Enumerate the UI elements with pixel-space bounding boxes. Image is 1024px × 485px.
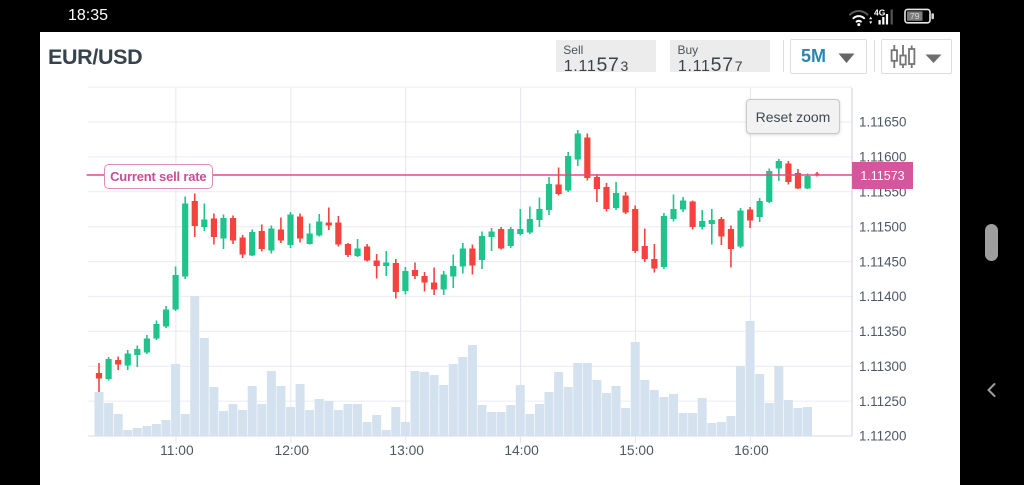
svg-text:16:00: 16:00 [734, 443, 769, 458]
svg-text:1.11400: 1.11400 [859, 289, 906, 304]
svg-text:1.11350: 1.11350 [859, 324, 906, 339]
svg-text:1.11250: 1.11250 [859, 394, 906, 409]
svg-text:14:00: 14:00 [504, 443, 539, 458]
svg-text:1.11450: 1.11450 [859, 254, 906, 269]
svg-text:4G: 4G [874, 8, 886, 18]
svg-text:15:00: 15:00 [619, 443, 654, 458]
svg-text:1.11650: 1.11650 [859, 115, 906, 130]
svg-text:12:00: 12:00 [275, 443, 310, 458]
svg-text:79: 79 [910, 11, 920, 21]
svg-text:1.11200: 1.11200 [859, 429, 906, 444]
svg-text:11:00: 11:00 [160, 443, 194, 458]
svg-text:1.11500: 1.11500 [859, 219, 906, 234]
svg-text:1.11600: 1.11600 [859, 150, 906, 165]
svg-text:1.11300: 1.11300 [859, 359, 906, 374]
svg-text:13:00: 13:00 [389, 443, 424, 458]
